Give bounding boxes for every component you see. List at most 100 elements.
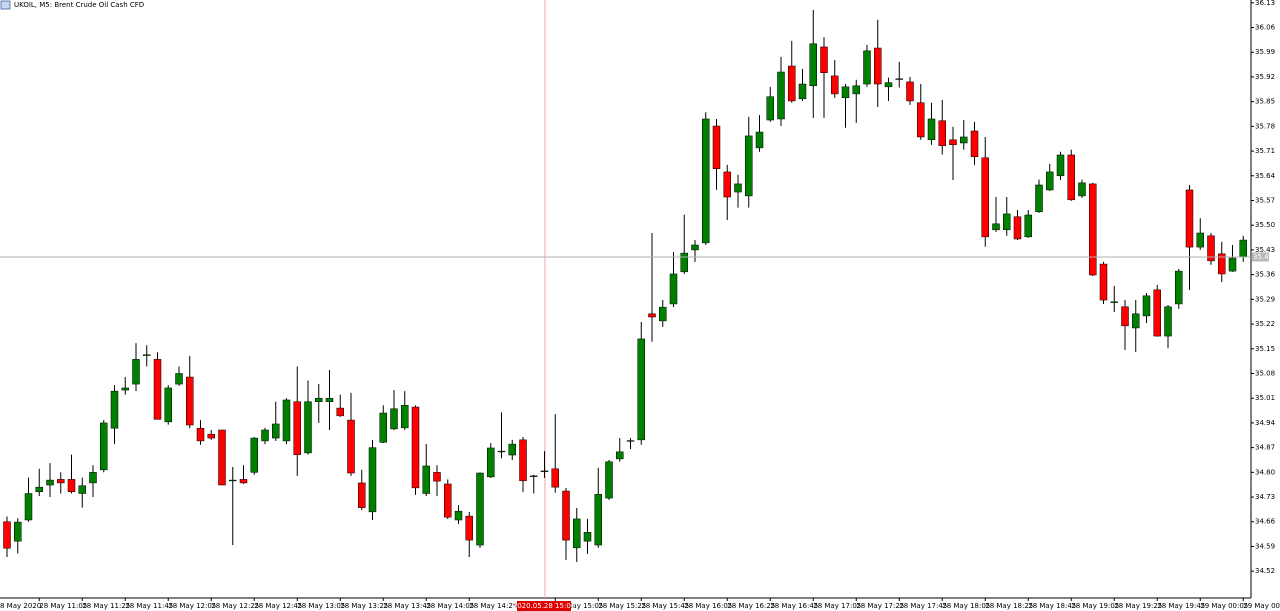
- candle-body: [659, 306, 667, 322]
- candle-body: [175, 373, 183, 385]
- y-tick-label: 36.06: [1255, 24, 1276, 32]
- candle-body: [895, 78, 903, 80]
- candle-body: [46, 479, 54, 486]
- x-tick-label: 28 May 16:05: [684, 602, 732, 610]
- y-tick-label: 35.57: [1255, 197, 1275, 205]
- candle-body: [293, 401, 301, 455]
- candle-body: [884, 82, 893, 88]
- candle-body: [368, 447, 377, 513]
- candle-body: [960, 136, 968, 144]
- candle-body: [261, 429, 269, 442]
- candle-body: [820, 46, 828, 73]
- y-tick-label: 35.78: [1255, 122, 1275, 130]
- candle-body: [1218, 253, 1226, 275]
- candle-body: [981, 157, 989, 238]
- candle-body: [616, 451, 624, 460]
- candle-body: [3, 521, 11, 549]
- candle-body: [422, 465, 430, 494]
- candle-body: [540, 470, 549, 472]
- crosshair-label-bg: [517, 601, 571, 611]
- candle-body: [594, 493, 602, 546]
- candle-body: [788, 65, 796, 102]
- candle-body: [573, 518, 581, 549]
- x-tick-label: 28 May 15:25: [598, 602, 646, 610]
- y-tick-label: 35.43: [1255, 246, 1275, 254]
- candle-body: [1046, 171, 1054, 191]
- y-tick-label: 35.08: [1255, 369, 1275, 377]
- candle-body: [745, 135, 753, 197]
- candle-body: [78, 485, 86, 494]
- x-tick-label: 28 May 16:45: [770, 602, 818, 610]
- x-tick-label: 28 May 16:25: [727, 602, 775, 610]
- y-tick-label: 34.59: [1255, 542, 1275, 550]
- candle-body: [121, 387, 129, 391]
- candle-body: [347, 419, 355, 474]
- date-label: 8 May 2020: [0, 602, 41, 610]
- candle-body: [358, 482, 366, 508]
- x-tick-label: 28 May 14:05: [426, 602, 474, 610]
- candle-body: [723, 171, 731, 198]
- candle-body: [218, 429, 226, 486]
- candle-body: [401, 405, 409, 429]
- candle-body: [1175, 270, 1183, 305]
- candle-body: [282, 399, 291, 442]
- candle-body: [1013, 216, 1022, 240]
- x-tick-label: 28 May 17:05: [813, 602, 861, 610]
- candle-body: [67, 479, 76, 492]
- candle-body: [250, 437, 258, 473]
- candle-body: [1196, 232, 1204, 248]
- candle-body: [196, 427, 205, 442]
- candle-body: [1024, 214, 1032, 238]
- y-tick-label: 35.50: [1255, 221, 1275, 229]
- x-tick-label: 28 May 19:25: [1114, 602, 1162, 610]
- x-tick-label: 28 May 13:25: [340, 602, 388, 610]
- x-tick-label: 28 May 13:05: [297, 602, 345, 610]
- candle-body: [24, 493, 33, 521]
- x-tick-label: 28 May 18:25: [985, 602, 1033, 610]
- y-tick-label: 35.15: [1255, 345, 1275, 353]
- candle-body: [487, 447, 495, 478]
- x-tick-label: 28 May 11:25: [82, 602, 130, 610]
- candle-body: [766, 96, 774, 121]
- candle-body: [1164, 306, 1172, 337]
- x-tick-label: 28 May 17:25: [856, 602, 904, 610]
- candle-body: [1142, 295, 1151, 317]
- x-tick-label: 28 May 12:45: [254, 602, 302, 610]
- candle-body: [669, 273, 678, 305]
- candle-body: [1121, 306, 1129, 327]
- candle-body: [229, 479, 237, 482]
- candle-body: [379, 412, 387, 443]
- candle-body: [390, 408, 398, 430]
- y-tick-label: 35.64: [1255, 172, 1276, 180]
- candle-body: [186, 376, 194, 426]
- candle-body: [325, 397, 334, 402]
- y-tick-label: 35.01: [1255, 394, 1275, 402]
- x-tick-label: 28 May 13:45: [383, 602, 431, 610]
- candle-body: [1132, 313, 1140, 329]
- candle-body: [906, 81, 914, 102]
- candle-body: [89, 472, 97, 484]
- candle-body: [734, 183, 742, 193]
- candle-body: [1185, 189, 1194, 248]
- candle-body: [132, 359, 140, 385]
- candle-body: [239, 479, 248, 484]
- candle-body: [411, 406, 420, 489]
- y-tick-label: 36.13: [1255, 0, 1275, 7]
- x-tick-label: 28 May 11:05: [39, 602, 87, 610]
- x-tick-label: 28 May 12:05: [168, 602, 216, 610]
- candle-body: [1110, 301, 1118, 303]
- candle-body: [519, 439, 527, 482]
- crosshair-label: 2020.05.28 15:00: [513, 602, 575, 610]
- candle-body: [35, 486, 43, 492]
- candle-body: [637, 338, 645, 441]
- candle-body: [207, 433, 215, 439]
- candle-body: [551, 468, 559, 488]
- candle-body: [1067, 154, 1075, 201]
- candle-body: [1056, 154, 1065, 177]
- candle-body: [777, 71, 785, 120]
- price-label: 35.41: [1253, 253, 1273, 261]
- chart-title: UKOIL, M5: Brent Crude Oil Cash CFD: [14, 1, 144, 9]
- candle-body: [970, 130, 979, 157]
- candle-body: [605, 461, 613, 499]
- x-tick-label: 28 May 18:45: [1028, 602, 1076, 610]
